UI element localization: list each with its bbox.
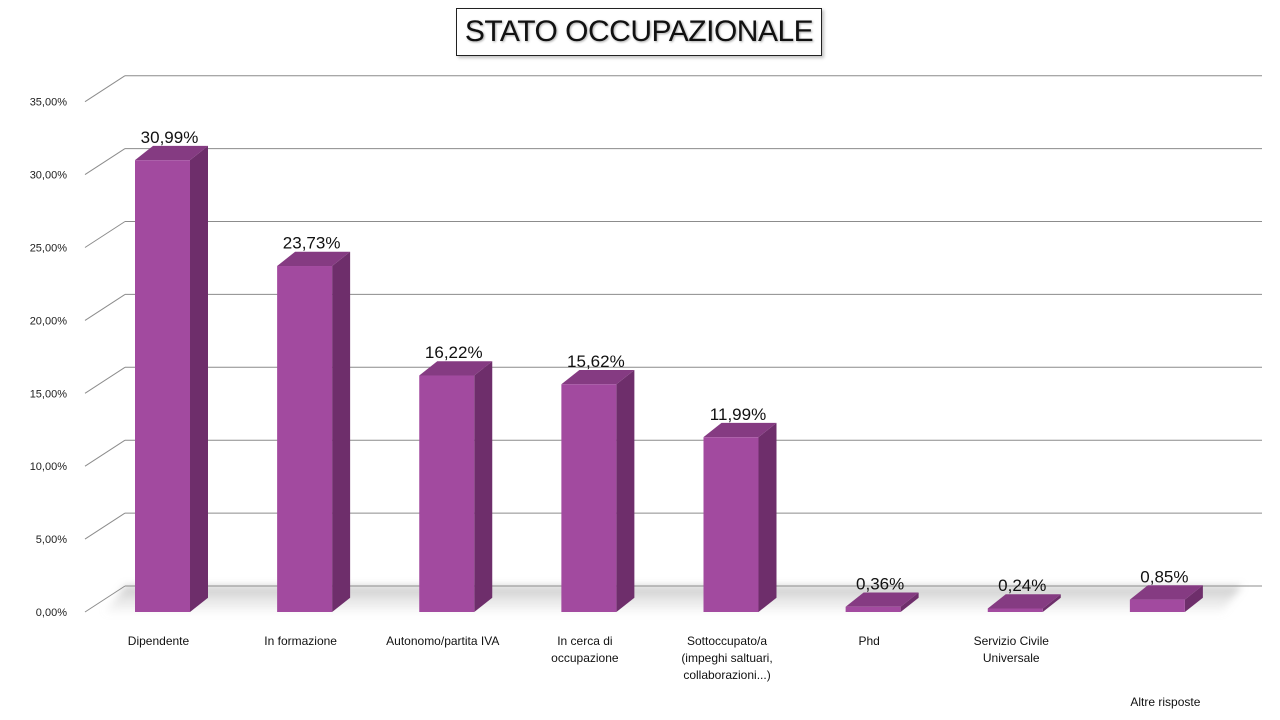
data-label: 15,62% xyxy=(567,352,625,371)
gridline-diagonal xyxy=(84,512,126,540)
data-label: 0,24% xyxy=(998,576,1046,595)
data-label: 0,85% xyxy=(1140,567,1188,586)
bar-top xyxy=(135,145,208,161)
data-labels: 30,99% 23,73% 16,22% 15,62% 11,99% 0,36% 0,24%… xyxy=(141,128,1189,595)
bar-front xyxy=(419,375,475,612)
floor-shadow xyxy=(105,586,1242,612)
category-label: (impeghi saltuari, xyxy=(681,651,772,665)
y-tick-label: 0,00% xyxy=(36,607,67,619)
y-tick-label: 10,00% xyxy=(30,461,68,473)
bar xyxy=(561,369,635,612)
category-label: Phd xyxy=(858,634,879,648)
gridline-diagonal xyxy=(84,75,126,103)
bar-front xyxy=(135,160,190,612)
bar-front xyxy=(561,384,617,612)
bar-front xyxy=(703,437,759,612)
y-tick-label: 15,00% xyxy=(30,388,68,400)
bar-side xyxy=(190,145,208,613)
bar xyxy=(987,594,1061,612)
bar-top xyxy=(987,594,1061,609)
bar-front xyxy=(987,608,1043,612)
y-tick-label: 30,00% xyxy=(30,170,68,182)
data-label: 23,73% xyxy=(283,234,341,253)
bar-top xyxy=(561,369,635,385)
bar-side xyxy=(616,369,635,612)
category-label: Dipendente xyxy=(128,634,190,648)
bar-top xyxy=(277,251,351,267)
y-tick-label: 35,00% xyxy=(30,97,68,109)
data-label: 0,36% xyxy=(856,574,904,593)
category-label: Altre risposte xyxy=(1130,695,1200,709)
gridline-diagonal xyxy=(84,148,126,176)
bar-top xyxy=(703,422,777,438)
bar-front xyxy=(845,606,901,612)
bar xyxy=(845,592,919,612)
bar-side xyxy=(474,361,493,612)
gridline-diagonal xyxy=(84,439,126,467)
bar-side xyxy=(758,422,777,612)
x-axis-categories: Dipendente In formazione Autonomo/partita … xyxy=(128,634,1201,709)
data-label: 30,99% xyxy=(141,128,199,147)
bar-front xyxy=(277,266,333,612)
chart-floor xyxy=(105,586,1242,612)
y-tick-label: 20,00% xyxy=(30,315,68,327)
gridline-diagonal xyxy=(84,293,126,321)
bar-top xyxy=(1129,585,1203,600)
chart-title: STATO OCCUPAZIONALE xyxy=(464,15,814,48)
data-label: 11,99% xyxy=(710,405,766,424)
gridline-diagonal xyxy=(84,221,126,248)
category-label: Servizio Civile xyxy=(974,634,1050,648)
bar xyxy=(277,251,351,612)
gridline-diagonal xyxy=(84,585,126,613)
bar-front xyxy=(1129,599,1185,612)
category-label: In cerca di xyxy=(557,634,612,648)
bar-side xyxy=(900,592,919,612)
bar xyxy=(419,361,493,612)
bars xyxy=(135,145,1203,613)
gridline-diagonal xyxy=(84,366,126,394)
bar-top xyxy=(845,592,919,607)
y-tick-label: 25,00% xyxy=(30,243,68,255)
category-label: In formazione xyxy=(264,634,337,648)
data-label: 16,22% xyxy=(425,343,483,362)
category-label: Sottoccupato/a xyxy=(687,634,767,648)
y-tick-label: 5,00% xyxy=(36,534,67,546)
bar xyxy=(1129,585,1203,612)
category-label: Autonomo/partita IVA xyxy=(386,634,499,648)
category-label: Universale xyxy=(983,651,1040,665)
bar-side xyxy=(1042,594,1061,612)
chart-title-box: STATO OCCUPAZIONALE xyxy=(456,8,822,56)
bar xyxy=(135,145,208,613)
gridlines xyxy=(84,75,1262,613)
y-axis-ticks: 0,00% 5,00% 10,00% 15,00% 20,00% 25,00% 30,00%… xyxy=(30,97,68,619)
bar-top xyxy=(419,361,493,376)
category-label: occupazione xyxy=(551,651,619,665)
bar-side xyxy=(332,251,351,612)
category-label: collaborazioni...) xyxy=(683,668,770,682)
bar xyxy=(703,422,777,612)
bar-side xyxy=(1184,585,1203,612)
